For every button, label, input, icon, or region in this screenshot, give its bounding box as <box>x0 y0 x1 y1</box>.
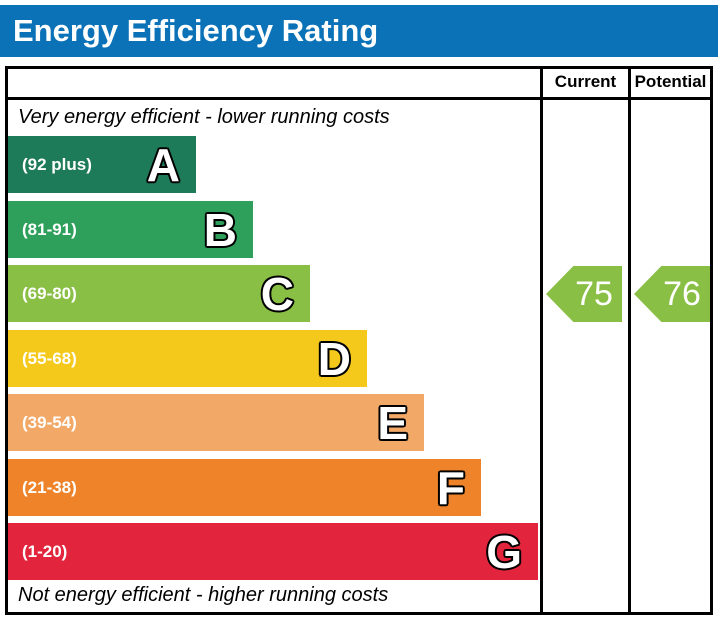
band-g: (1-20) G <box>8 523 538 580</box>
band-range-label: (1-20) <box>22 541 68 561</box>
band-range-label: (55-68) <box>22 348 77 368</box>
page-title: Energy Efficiency Rating <box>13 13 379 48</box>
band-a: (92 plus) A <box>8 136 196 193</box>
band-range-label: (92 plus) <box>22 154 92 174</box>
band-letter: G <box>486 525 522 578</box>
bottom-note: Not energy efficient - higher running co… <box>18 584 389 606</box>
band-range-label: (39-54) <box>22 412 77 432</box>
current-rating-arrow: 75 <box>546 266 622 322</box>
band-letter: C <box>260 267 294 320</box>
band-d: (55-68) D <box>8 330 367 387</box>
title-bar: Energy Efficiency Rating <box>0 5 718 57</box>
band-letter: E <box>377 396 408 449</box>
band-range-label: (81-91) <box>22 219 77 239</box>
current-column-header: Current <box>554 71 617 91</box>
band-b: (81-91) B <box>8 201 253 258</box>
band-letter: F <box>436 461 465 514</box>
band-f: (21-38) F <box>8 459 481 516</box>
chart-frame <box>5 66 713 615</box>
potential-rating-value: 76 <box>663 274 701 313</box>
band-c: (69-80) C <box>8 265 310 322</box>
band-letter: D <box>317 332 351 385</box>
potential-column-divider <box>628 66 631 615</box>
top-note: Very energy efficient - lower running co… <box>18 106 390 128</box>
band-e: (39-54) E <box>8 394 424 451</box>
header-row-divider <box>5 97 713 100</box>
potential-column-header: Potential <box>634 71 707 91</box>
band-range-label: (21-38) <box>22 477 77 497</box>
band-letter: B <box>203 203 237 256</box>
band-letter: A <box>146 138 180 191</box>
current-rating-value: 75 <box>575 274 613 313</box>
current-column-divider <box>540 66 543 615</box>
band-range-label: (69-80) <box>22 283 77 303</box>
